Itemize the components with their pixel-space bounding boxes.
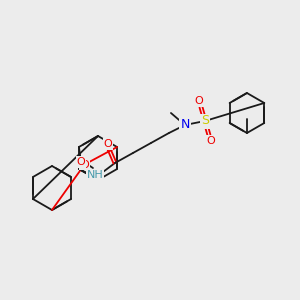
Text: O: O [195, 96, 203, 106]
Text: O: O [76, 157, 85, 167]
Text: S: S [201, 115, 209, 128]
Text: N: N [180, 118, 190, 131]
Text: O: O [103, 139, 112, 149]
Text: O: O [80, 160, 89, 170]
Text: NH: NH [87, 170, 103, 180]
Text: O: O [207, 136, 215, 146]
